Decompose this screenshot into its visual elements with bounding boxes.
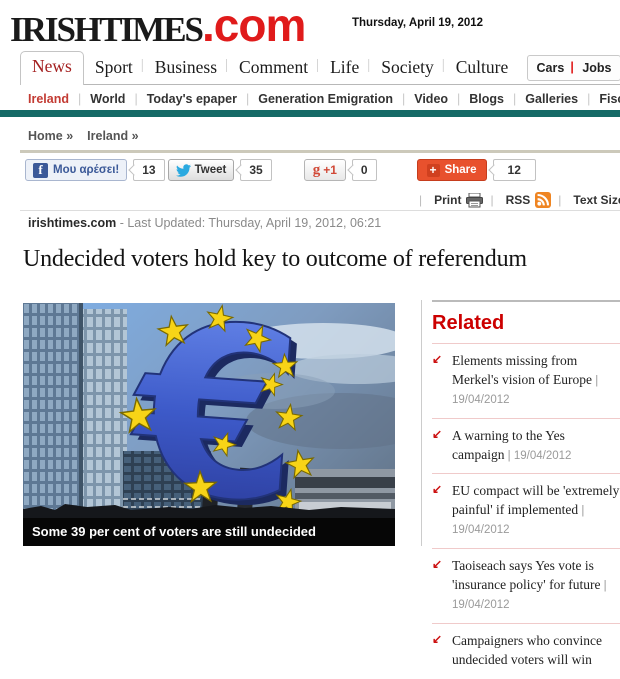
logo-text-red: .com (202, 0, 306, 51)
tab-news[interactable]: News (20, 51, 84, 85)
rss-button[interactable]: RSS (483, 192, 552, 208)
euro-sculpture-photo: € € (23, 303, 395, 546)
related-link[interactable]: A warning to the Yes campaign (452, 427, 565, 462)
plus-icon: + (426, 163, 440, 177)
facebook-like-label: Μου αρέσει! (53, 164, 120, 176)
site-logo[interactable]: IRISHTIMES .com (10, 0, 306, 51)
secondary-nav-list: IrelandWorldToday's epaperGeneration Emi… (28, 92, 620, 110)
twitter-bird-icon (175, 163, 191, 177)
section-divider (20, 150, 620, 153)
related-heading: Related (432, 312, 505, 334)
crumb-home[interactable]: Home » (28, 129, 74, 143)
tweet-button[interactable]: Tweet (167, 159, 235, 181)
rss-icon (535, 192, 552, 208)
arrow-southwest-icon: ↙ (432, 482, 443, 497)
tab-culture[interactable]: Culture (442, 53, 520, 84)
share-label: Share (444, 164, 477, 176)
plusone-label: +1 (323, 163, 337, 177)
share-count: 12 (492, 159, 536, 181)
secondary-nav-today-s-epaper[interactable]: Today's epaper (125, 92, 237, 110)
related-item-body: EU compact will be 'extremely painful' i… (452, 482, 620, 539)
secondary-nav-video[interactable]: Video (393, 92, 448, 110)
primary-nav-list: News Sport BusinessCommentLifeSocietyCultu… (20, 51, 620, 85)
related-list: ↙ Elements missing from Merkel's vision o… (432, 343, 620, 679)
related-date: | 19/04/2012 (452, 374, 599, 406)
teal-divider-bar (0, 110, 620, 117)
print-button[interactable]: Print (412, 192, 484, 208)
arrow-southwest-icon: ↙ (432, 557, 443, 572)
print-label: Print (434, 193, 462, 207)
share-bar: f Μου αρέσει! 13 Tweet 35 g +1 0 + Share… (25, 158, 536, 182)
related-item-body: Campaigners who convince undecided voter… (452, 632, 620, 670)
google-g-icon: g (312, 161, 321, 178)
article-headline: Undecided voters hold key to outcome of … (23, 246, 527, 272)
breadcrumb: Home » Ireland » (28, 129, 153, 143)
tab-comment[interactable]: Comment (225, 53, 319, 84)
related-item-body: A warning to the Yes campaign | 19/04/20… (452, 427, 620, 465)
related-link[interactable]: Campaigners who convince undecided voter… (452, 632, 602, 667)
related-item-body: Elements missing from Merkel's vision of… (452, 352, 620, 409)
sidebar-top-rule (432, 300, 620, 302)
header-date: Thursday, April 19, 2012 (352, 17, 484, 29)
secondary-nav-galleries[interactable]: Galleries (504, 92, 578, 110)
tab-society[interactable]: Society (367, 53, 445, 84)
google-plusone-button[interactable]: g +1 (303, 159, 346, 181)
tab-sport[interactable]: Sport (94, 57, 133, 77)
utility-nav: Cars Jobs (527, 55, 620, 81)
tweet-count: 35 (240, 159, 272, 181)
related-item: ↙ A warning to the Yes campaign | 19/04/2… (432, 417, 620, 474)
logo-text-black: IRISHTIMES (10, 10, 204, 49)
text-size-control[interactable]: Text Size: A − (551, 193, 620, 207)
tweet-label: Tweet (194, 164, 227, 176)
related-sidebar: Related ↙ Elements missing from Merkel's … (432, 300, 620, 679)
facebook-like-button[interactable]: f Μου αρέσει! (25, 159, 128, 181)
facebook-icon: f (33, 162, 48, 178)
related-link[interactable]: EU compact will be 'extremely painful' i… (452, 483, 620, 518)
site-name: irishtimes.com (28, 216, 117, 230)
arrow-southwest-icon: ↙ (432, 426, 443, 441)
related-date: | 19/04/2012 (452, 505, 585, 537)
utility-link-jobs[interactable]: Jobs (570, 60, 620, 75)
related-item-body: Taoiseach says Yes vote is 'insurance po… (452, 557, 620, 614)
related-item: ↙ Campaigners who convince undecided vote… (432, 622, 620, 679)
last-updated-text: - Last Updated: Thursday, April 19, 2012… (116, 216, 382, 230)
related-item: ↙ Taoiseach says Yes vote is 'insurance p… (432, 548, 620, 623)
related-item: ↙ Elements missing from Merkel's vision o… (432, 343, 620, 418)
tab-business[interactable]: Business (141, 53, 228, 84)
rule-divider (20, 210, 620, 211)
rss-label: RSS (505, 193, 531, 207)
crumb-ireland[interactable]: Ireland » (87, 129, 139, 143)
tools-bar: Print RSS Text Size: A − (412, 191, 620, 209)
column-divider (421, 300, 422, 546)
secondary-nav-ireland[interactable]: Ireland (28, 92, 69, 106)
article-image: € € Some 39 per cent of voters are still… (23, 303, 395, 546)
secondary-nav-fiscal-treaty[interactable]: Fiscal Treaty (578, 92, 620, 110)
arrow-southwest-icon: ↙ (432, 352, 443, 366)
printer-icon (466, 192, 484, 207)
facebook-like-count: 13 (133, 159, 165, 181)
utility-link-cars[interactable]: Cars (536, 61, 565, 75)
secondary-nav-blogs[interactable]: Blogs (448, 92, 504, 110)
last-updated-line: irishtimes.com - Last Updated: Thursday,… (28, 216, 381, 230)
secondary-nav-world[interactable]: World (69, 92, 125, 110)
text-size-label: Text Size: (573, 193, 620, 207)
share-button[interactable]: + Share (416, 159, 487, 181)
arrow-southwest-icon: ↙ (432, 631, 443, 646)
related-link[interactable]: Elements missing from Merkel's vision of… (452, 353, 593, 387)
image-caption: Some 39 per cent of voters are still und… (23, 518, 395, 546)
plusone-count: 0 (351, 159, 377, 181)
related-link[interactable]: Taoiseach says Yes vote is 'insurance po… (452, 558, 601, 593)
related-date: | 19/04/2012 (504, 449, 572, 462)
secondary-nav-generation-emigration[interactable]: Generation Emigration (237, 92, 393, 110)
tab-life[interactable]: Life (316, 53, 370, 84)
related-item: ↙ EU compact will be 'extremely painful' … (432, 473, 620, 548)
